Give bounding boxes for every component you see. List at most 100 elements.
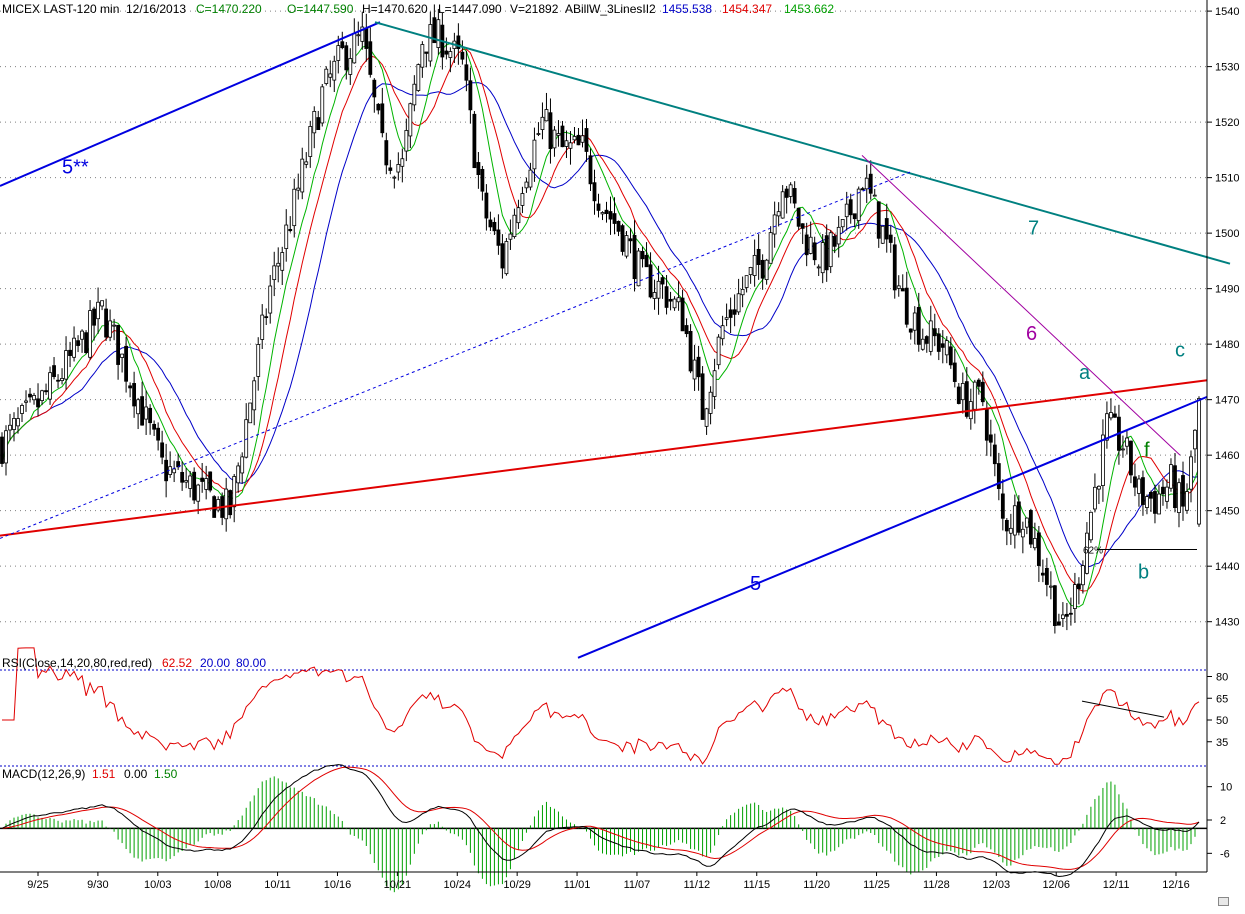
candle-body bbox=[1193, 429, 1197, 450]
candle-body bbox=[468, 80, 473, 111]
candle-body bbox=[280, 252, 285, 271]
candle-body bbox=[732, 309, 737, 315]
candle-body bbox=[696, 356, 701, 378]
candle-body bbox=[516, 207, 521, 224]
candle-body bbox=[768, 232, 773, 264]
candle-body bbox=[940, 343, 945, 348]
macd-pane: -6 2 10 bbox=[0, 764, 1232, 893]
candle-body bbox=[764, 259, 769, 281]
candle-body bbox=[232, 476, 237, 508]
header-date: 12/16/2013 bbox=[126, 2, 186, 16]
candle-body bbox=[296, 187, 301, 191]
header-low: L=1447.090 bbox=[438, 2, 502, 16]
candle-body bbox=[256, 344, 261, 377]
candle-body bbox=[152, 423, 157, 430]
candle-body bbox=[304, 161, 309, 165]
candle-body bbox=[704, 408, 709, 427]
candle-body bbox=[24, 400, 28, 403]
candle-body bbox=[792, 188, 797, 204]
candle-body bbox=[140, 396, 145, 426]
candle-body bbox=[336, 45, 341, 61]
candle-body bbox=[200, 477, 205, 482]
candle-body bbox=[412, 83, 417, 106]
candle-body bbox=[52, 365, 56, 378]
candle-body bbox=[568, 142, 573, 149]
price-tick-label: 1480 bbox=[1215, 339, 1239, 351]
macd-line bbox=[1, 764, 1200, 878]
candle-body bbox=[316, 117, 321, 131]
wave-label-c: c bbox=[1175, 340, 1185, 362]
candle-body bbox=[44, 390, 48, 393]
candle-body bbox=[824, 235, 829, 271]
candle-body bbox=[784, 188, 789, 198]
candle-body bbox=[888, 234, 893, 243]
candle-body bbox=[36, 398, 40, 408]
candle-body bbox=[672, 298, 677, 309]
candle-body bbox=[936, 333, 941, 352]
candle-body bbox=[608, 211, 613, 220]
rsi-label: RSI(Close,14,20,80,red,red) bbox=[2, 656, 152, 670]
candle-body bbox=[84, 332, 88, 354]
wave-label-5**: 5** bbox=[62, 157, 89, 179]
price-candles bbox=[0, 4, 1201, 634]
candle-body bbox=[1068, 612, 1073, 615]
macd-value: 1.51 bbox=[92, 767, 116, 781]
candle-body bbox=[348, 58, 353, 75]
wave-label-a: a bbox=[1079, 362, 1091, 384]
candle-body bbox=[1121, 448, 1125, 451]
candle-body bbox=[984, 408, 989, 441]
candle-body bbox=[908, 328, 913, 333]
candle-body bbox=[476, 162, 481, 176]
candle-body bbox=[112, 324, 116, 327]
candle-body bbox=[460, 51, 465, 60]
candle-body bbox=[448, 51, 453, 58]
macd-tick-label: 10 bbox=[1220, 782, 1232, 794]
candle-body bbox=[916, 306, 921, 345]
candle-body bbox=[1036, 532, 1041, 566]
candle-body bbox=[132, 383, 137, 407]
candle-body bbox=[896, 285, 901, 289]
candle-body bbox=[224, 488, 229, 520]
candle-body bbox=[60, 378, 64, 381]
candle-body bbox=[104, 308, 108, 338]
candle-body bbox=[720, 325, 725, 340]
candle-body bbox=[324, 68, 329, 84]
candle-body bbox=[920, 338, 925, 350]
candle-body bbox=[1129, 440, 1133, 476]
candle-body bbox=[820, 242, 825, 274]
x-tick-label: 12/11 bbox=[1103, 879, 1130, 891]
x-tick-label: 10/21 bbox=[384, 879, 412, 891]
x-tick-label: 11/15 bbox=[743, 879, 770, 891]
candle-body bbox=[752, 254, 757, 276]
price-grid bbox=[0, 10, 1207, 623]
trendline-6 bbox=[861, 155, 1181, 456]
candle-body bbox=[844, 203, 849, 218]
candle-body bbox=[488, 219, 493, 228]
candle-body bbox=[708, 391, 713, 414]
candle-body bbox=[136, 399, 141, 415]
macd-tick-label: -6 bbox=[1220, 848, 1230, 860]
candle-body bbox=[1004, 519, 1009, 532]
candle-body bbox=[536, 133, 541, 135]
candle-body bbox=[996, 463, 1001, 489]
candle-body bbox=[500, 243, 505, 269]
x-tick-label: 10/24 bbox=[443, 879, 471, 891]
candle-body bbox=[1048, 585, 1053, 588]
rsi-divergence-line bbox=[1081, 700, 1165, 718]
candle-body bbox=[144, 406, 149, 420]
candle-body bbox=[1157, 493, 1161, 515]
wave-label-7: 7 bbox=[1028, 218, 1039, 240]
candle-body bbox=[384, 140, 389, 166]
candle-body bbox=[800, 223, 805, 229]
candle-body bbox=[604, 209, 609, 214]
candle-body bbox=[884, 218, 889, 240]
candle-body bbox=[816, 266, 821, 269]
header-line3: 1453.662 bbox=[784, 2, 834, 16]
candle-body bbox=[180, 471, 185, 483]
candle-body bbox=[8, 424, 12, 431]
chart-corner-button[interactable] bbox=[1218, 897, 1229, 906]
header-high: H=1470.620 bbox=[362, 2, 428, 16]
price-tick-label: 1460 bbox=[1215, 450, 1239, 462]
candle-body bbox=[424, 51, 429, 54]
candle-body bbox=[292, 188, 297, 227]
